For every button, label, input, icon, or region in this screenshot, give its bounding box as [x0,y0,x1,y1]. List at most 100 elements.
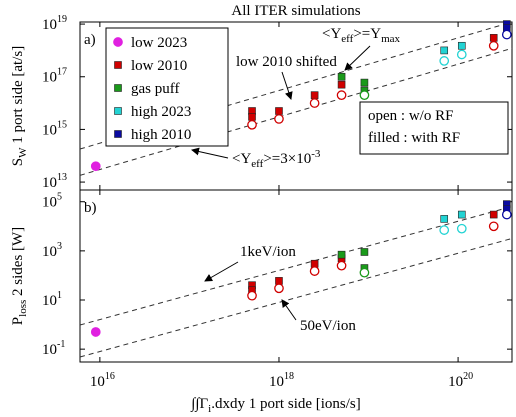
y-tick-label-base: 10 [42,17,57,33]
y-axis-label-part: 1 port side [at/s] [10,46,26,148]
point [275,107,283,115]
point [336,260,347,271]
y-axis-label-part: 2 sides [W] [10,227,26,300]
y-tick-label: 105 [42,192,62,211]
y-axis-label-part: W [17,147,29,158]
x-axis-label-part: .dxdy 1 port side [ions/s] [211,396,361,412]
legend-box [105,27,229,147]
y-tick-label: 10-1 [42,339,65,358]
point [488,221,499,232]
y-tick-label: 1019 [42,14,67,33]
annotation-arrow [191,147,229,159]
annotation: low 2010 shifted [236,54,337,70]
y-tick-label-exp: -1 [57,339,65,350]
point [457,41,466,50]
legend-marker [114,61,122,69]
point [247,290,257,301]
point [247,119,257,130]
y-tick-label-base: 10 [42,244,57,260]
annotation: 1keV/ion [240,244,296,260]
y-axis-label-part: P [10,317,26,325]
legend-label: gas puff [131,81,179,97]
y-axis-label: Ploss 2 sides [W] [10,227,29,325]
annotation-part: eff [341,33,353,45]
x-tick-label-base: 10 [269,374,284,390]
point [337,80,346,89]
annotation: filled : with RF [368,130,460,146]
y-tick-label: 1017 [42,67,67,86]
x-tick-label-exp: 20 [463,371,473,382]
y-tick-label-base: 10 [42,70,57,86]
point [456,223,467,234]
point [456,49,467,60]
legend-marker [114,107,122,115]
annotation: <Yeff>=Ymax [322,26,401,45]
annotation-part: >=3×10 [263,151,311,167]
y-tick-label-exp: 15 [57,119,67,130]
point [336,90,347,101]
point [337,250,346,259]
point [457,210,466,219]
point [489,210,498,219]
y-tick-label-base: 10 [42,175,57,191]
reference-line [79,47,513,176]
annotation-arrow [344,45,371,71]
y-tick-label: 103 [42,241,62,260]
x-axis-label-part: ∫∫Γ [190,396,208,412]
point [489,34,498,42]
annotation-part: <Y [232,151,251,167]
annotation-part: filled : with RF [368,130,460,146]
y-tick-label-exp: 19 [57,14,67,25]
reference-line [79,206,513,326]
x-tick-label: 1020 [448,371,473,390]
point [439,56,450,66]
y-axis-label-part: S [10,158,26,166]
y-tick-label-exp: 3 [57,241,62,252]
chart-title: All ITER simulations [231,3,360,19]
legend-label: low 2023 [131,35,187,51]
y-tick-label-base: 10 [42,195,57,211]
point [309,266,320,276]
point [310,91,319,99]
x-tick-label-exp: 18 [284,371,294,382]
point [309,98,320,108]
y-tick-label-exp: 5 [57,192,62,203]
point [359,267,370,278]
annotation: 50eV/ion [300,318,356,334]
panel-label: b) [84,200,97,216]
point [359,90,370,101]
x-axis-label: ∫∫Γi.dxdy 1 port side [ions/s] [190,396,361,415]
legend-marker [114,130,122,138]
point [90,327,101,337]
annotation-part: >=Y [353,26,381,42]
y-tick-label-base: 10 [42,342,57,358]
y-tick-label-exp: 13 [57,172,67,183]
point [440,46,449,55]
legend-label: high 2023 [131,104,191,120]
annotation: <Yeff>=3×10-3 [232,148,321,170]
panel-label: a) [84,32,96,48]
point [501,29,512,40]
annotation-part: -3 [311,148,321,160]
point [440,215,449,223]
annotation-part: max [381,33,400,45]
point [337,72,346,81]
annotation-arrow [281,299,297,321]
reference-line [79,237,513,358]
plot-frame [79,189,513,363]
x-tick-label: 1016 [90,371,115,390]
point [360,78,369,87]
y-tick-label-base: 10 [42,122,57,138]
annotation-arrow [204,261,239,282]
annotation-part: open : w/o RF [368,108,453,124]
point [488,40,499,51]
annotation-part: <Y [322,26,341,42]
y-axis-label-part: loss [17,300,29,317]
y-tick-label: 1015 [42,119,67,138]
y-tick-label-base: 10 [42,293,57,309]
point [360,248,369,256]
x-tick-label-base: 10 [90,374,105,390]
x-tick-label-exp: 16 [105,371,115,382]
y-tick-label: 101 [42,290,62,309]
